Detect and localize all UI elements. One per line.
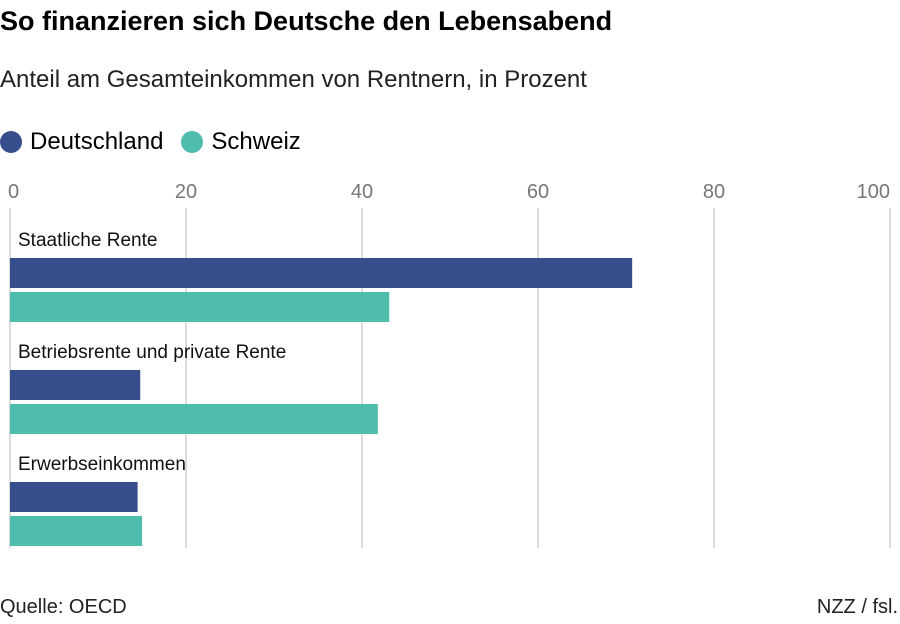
bar-schweiz-2 bbox=[10, 516, 142, 546]
bar-schweiz-1 bbox=[10, 404, 378, 434]
bar-deutschland-2 bbox=[10, 482, 138, 512]
bar-deutschland-0 bbox=[10, 258, 633, 288]
legend-item-deutschland: Deutschland bbox=[0, 128, 163, 156]
tick-label-40: 40 bbox=[351, 181, 373, 203]
tick-label-80: 80 bbox=[703, 181, 725, 203]
tick-label-20: 20 bbox=[175, 181, 197, 203]
legend: Deutschland Schweiz bbox=[0, 128, 319, 156]
tick-label-0: 0 bbox=[8, 181, 19, 203]
tick-label-60: 60 bbox=[527, 181, 549, 203]
category-label-0: Staatliche Rente bbox=[18, 230, 157, 251]
bar-schweiz-0 bbox=[10, 292, 390, 322]
category-label-1: Betriebsrente und private Rente bbox=[18, 342, 286, 363]
source-note: Quelle: OECD bbox=[0, 596, 127, 618]
legend-item-schweiz: Schweiz bbox=[181, 128, 301, 156]
legend-swatch-schweiz bbox=[181, 131, 204, 153]
legend-swatch-deutschland bbox=[0, 131, 22, 153]
chart-title: So finanzieren sich Deutsche den Lebensa… bbox=[0, 6, 613, 36]
chart-subtitle: Anteil am Gesamteinkommen von Rentnern, … bbox=[0, 66, 587, 93]
credit-note: NZZ / fsl. bbox=[816, 596, 898, 618]
category-label-2: Erwerbseinkommen bbox=[18, 454, 186, 475]
bar-chart: 0 20 40 60 80 100 Staatliche Rente Betriebsrent… bbox=[8, 181, 891, 548]
bar-deutschland-1 bbox=[10, 370, 141, 400]
legend-label-deutschland: Deutschland bbox=[30, 128, 164, 155]
legend-label-schweiz: Schweiz bbox=[211, 128, 301, 155]
tick-label-100: 100 bbox=[857, 181, 890, 203]
